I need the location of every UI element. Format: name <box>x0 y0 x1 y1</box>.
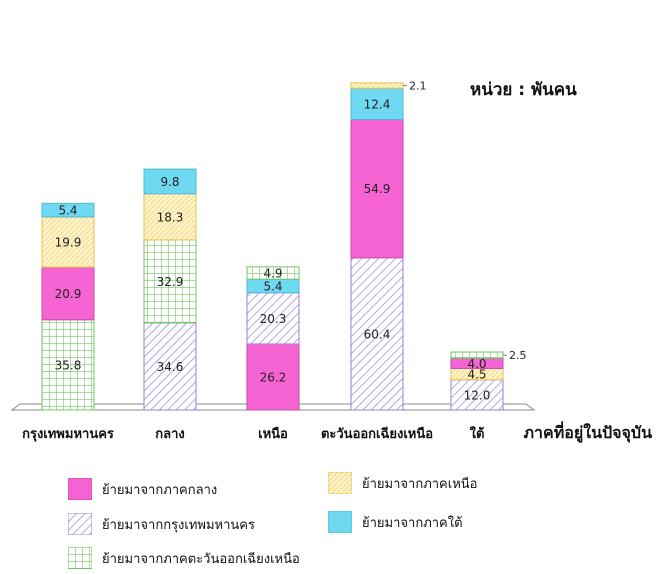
legend-item-north: ย้ายมาจากภาคเหนือ <box>328 472 477 494</box>
data-label: 5.4 <box>58 204 77 218</box>
data-label: 20.9 <box>55 287 82 301</box>
legend-item-bangkok: ย้ายมาจากกรุงเทพมหานคร <box>68 513 255 535</box>
data-label: 26.2 <box>260 370 287 384</box>
x-axis-title: ภาคที่อยู่ในปัจจุบัน <box>523 421 652 444</box>
data-label: 20.3 <box>260 312 287 326</box>
category-label: กรุงเทพมหานคร <box>22 427 114 442</box>
legend-label-northeast: ย้ายมาจากภาคตะวันออกเฉียงเหนือ <box>102 551 300 567</box>
data-label: 19.9 <box>55 236 82 250</box>
bar-segment <box>143 239 197 324</box>
data-label: 60.4 <box>364 327 391 341</box>
category-label: เหนือ <box>258 426 288 442</box>
data-label: 12.0 <box>464 388 491 402</box>
legend-label-north: ย้ายมาจากภาคเหนือ <box>362 476 478 492</box>
legend-label-south: ย้ายมาจากภาคใต้ <box>362 515 463 531</box>
data-label: 18.3 <box>157 210 184 224</box>
data-label: 34.6 <box>157 360 184 374</box>
data-label: 35.8 <box>55 358 82 372</box>
data-label: 9.8 <box>160 175 179 189</box>
bar-segment <box>143 322 197 411</box>
data-label: 4.0 <box>467 357 486 371</box>
legend-label-bangkok: ย้ายมาจากกรุงเทพมหานคร <box>102 517 255 533</box>
bar-segment <box>350 257 404 411</box>
data-label: 5.4 <box>263 280 282 294</box>
bar-segment <box>450 379 504 411</box>
data-label: 2.1 <box>409 80 427 93</box>
data-label: 2.5 <box>509 349 527 362</box>
bar-segment <box>143 168 197 195</box>
data-label: 4.5 <box>467 368 486 382</box>
bar-segment <box>350 118 404 259</box>
legend-item-northeast: ย้ายมาจากภาคตะวันออกเฉียงเหนือ <box>68 547 300 569</box>
data-label: 32.9 <box>157 275 184 289</box>
legend-item-south: ย้ายมาจากภาคใต้ <box>328 511 463 533</box>
data-label: 4.9 <box>263 267 282 281</box>
bar-segment <box>41 216 95 268</box>
bar-segment <box>246 266 300 280</box>
legend-label-central: ย้ายมาจากภาคกลาง <box>102 482 218 498</box>
category-label: กลาง <box>155 427 185 442</box>
bar-segment <box>41 319 95 411</box>
category-label: ใต้ <box>470 425 485 442</box>
category-label: ตะวันออกเฉียงเหนือ <box>321 426 433 442</box>
legend-item-central: ย้ายมาจากภาคกลาง <box>68 478 217 500</box>
bar-segment <box>143 193 197 241</box>
unit-label: หน่วย : พันคน <box>470 80 577 100</box>
bar-segment <box>246 292 300 345</box>
data-label: 12.4 <box>364 97 391 111</box>
bar-segment <box>41 266 95 321</box>
bar-segment <box>350 82 404 89</box>
bar-segment <box>41 202 95 218</box>
data-label: 54.9 <box>364 182 391 196</box>
bar-segment <box>246 343 300 411</box>
